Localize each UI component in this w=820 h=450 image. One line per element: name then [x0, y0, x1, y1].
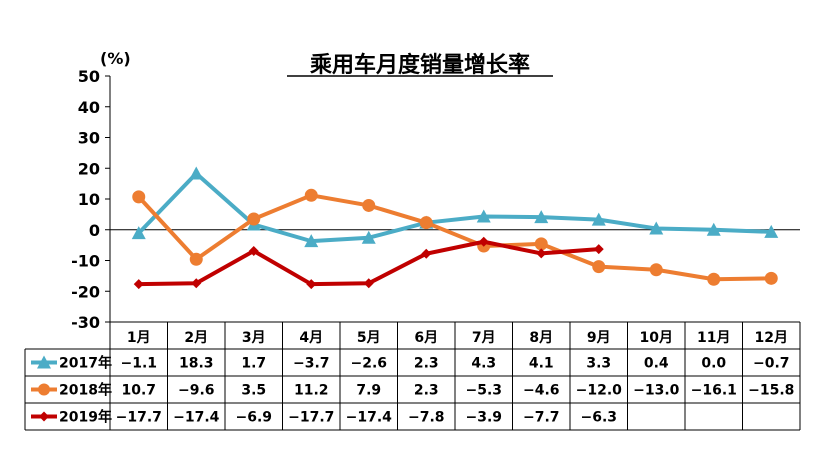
data-point: [593, 244, 604, 255]
y-unit-label: (%): [100, 49, 131, 68]
x-category-label: 7月: [472, 330, 496, 346]
data-label: −12.0: [576, 383, 623, 399]
data-label: 0.4: [644, 356, 669, 372]
data-label: −17.4: [173, 410, 220, 426]
series-line: [137, 171, 772, 244]
x-category-label: 2月: [184, 330, 208, 346]
data-point: [649, 263, 663, 277]
series-line: [138, 239, 599, 287]
y-tick-label: -20: [71, 282, 100, 301]
data-point: [707, 272, 721, 286]
legend-key-marker: [38, 383, 50, 396]
data-label: −4.6: [523, 383, 560, 399]
data-label: 2.3: [414, 383, 439, 399]
data-label: −2.6: [350, 356, 387, 372]
series-1: [131, 166, 779, 248]
data-point: [191, 278, 202, 289]
data-point: [536, 248, 547, 259]
data-label: −1.1: [120, 356, 157, 372]
data-point: [534, 237, 548, 251]
data-label: −3.9: [465, 410, 502, 426]
data-label: 1.7: [241, 356, 266, 372]
data-point: [304, 188, 318, 202]
data-label: −5.3: [465, 383, 502, 399]
x-category-label: 8月: [529, 330, 553, 346]
chart-title: 乘用车月度销量增长率: [309, 52, 530, 78]
data-label: 0.0: [701, 356, 726, 372]
data-label: 11.2: [294, 383, 329, 399]
data-label: 3.3: [586, 356, 611, 372]
legend-series-name: 2019年: [59, 409, 112, 426]
legend-key-marker: [37, 355, 51, 369]
data-point: [649, 221, 664, 235]
data-label: −13.0: [633, 383, 680, 399]
y-tick-label: 50: [78, 67, 100, 86]
data-label: 4.3: [471, 356, 496, 372]
data-point: [189, 252, 203, 266]
y-tick-label: 20: [78, 159, 100, 178]
y-tick-label: 10: [78, 190, 100, 209]
x-category-label: 12月: [755, 330, 788, 346]
x-category-label: 1月: [127, 330, 151, 346]
data-point: [421, 248, 432, 259]
legend-key-marker: [39, 411, 49, 422]
data-label: −3.7: [293, 356, 330, 372]
data-point: [478, 236, 489, 247]
series-line: [137, 193, 772, 282]
x-category-label: 5月: [357, 330, 381, 346]
x-category-label: 9月: [587, 330, 611, 346]
data-label: −15.8: [748, 383, 794, 399]
x-category-label: 10月: [640, 330, 673, 346]
y-tick-label: 30: [78, 129, 100, 148]
data-point: [591, 212, 606, 226]
data-point: [419, 216, 433, 230]
data-label: −17.4: [346, 410, 393, 426]
legend-series-name: 2017年: [59, 355, 112, 372]
data-label: 10.7: [121, 383, 156, 399]
data-point: [248, 245, 259, 256]
data-point: [132, 190, 146, 204]
data-label: −16.1: [691, 383, 737, 399]
data-point: [131, 226, 146, 240]
data-label: −17.7: [288, 410, 334, 426]
y-tick-label: -30: [71, 313, 100, 332]
data-point: [306, 279, 317, 290]
data-point: [133, 279, 144, 290]
data-label: 7.9: [356, 383, 381, 399]
data-point: [592, 260, 606, 274]
data-label: −6.9: [235, 410, 272, 426]
x-category-label: 6月: [414, 330, 438, 346]
y-tick-label: 0: [89, 221, 100, 240]
data-point: [476, 209, 491, 223]
y-tick-label: -10: [71, 252, 100, 271]
x-category-label: 4月: [299, 330, 323, 346]
data-label: 3.5: [241, 383, 266, 399]
x-category-label: 11月: [697, 330, 730, 346]
data-point: [247, 212, 261, 226]
data-point: [706, 222, 721, 236]
data-label: 18.3: [179, 356, 214, 372]
data-point: [361, 230, 376, 244]
data-label: −0.7: [753, 356, 790, 372]
data-point: [534, 210, 549, 224]
data-label: 4.1: [529, 356, 554, 372]
data-point: [362, 198, 376, 212]
x-category-label: 3月: [242, 330, 266, 346]
data-label: −6.3: [580, 410, 617, 426]
data-point: [304, 234, 319, 248]
data-label: 2.3: [414, 356, 439, 372]
y-tick-label: 40: [78, 98, 100, 117]
series-2: [132, 188, 778, 286]
data-label: −9.6: [178, 383, 215, 399]
data-point: [363, 278, 374, 289]
data-point: [764, 271, 778, 285]
data-label: −17.7: [116, 410, 162, 426]
data-label: −7.8: [408, 410, 445, 426]
series-3: [133, 236, 604, 290]
legend-series-name: 2018年: [59, 382, 112, 399]
data-point: [189, 166, 204, 180]
data-label: −7.7: [523, 410, 560, 426]
data-point: [764, 224, 779, 238]
